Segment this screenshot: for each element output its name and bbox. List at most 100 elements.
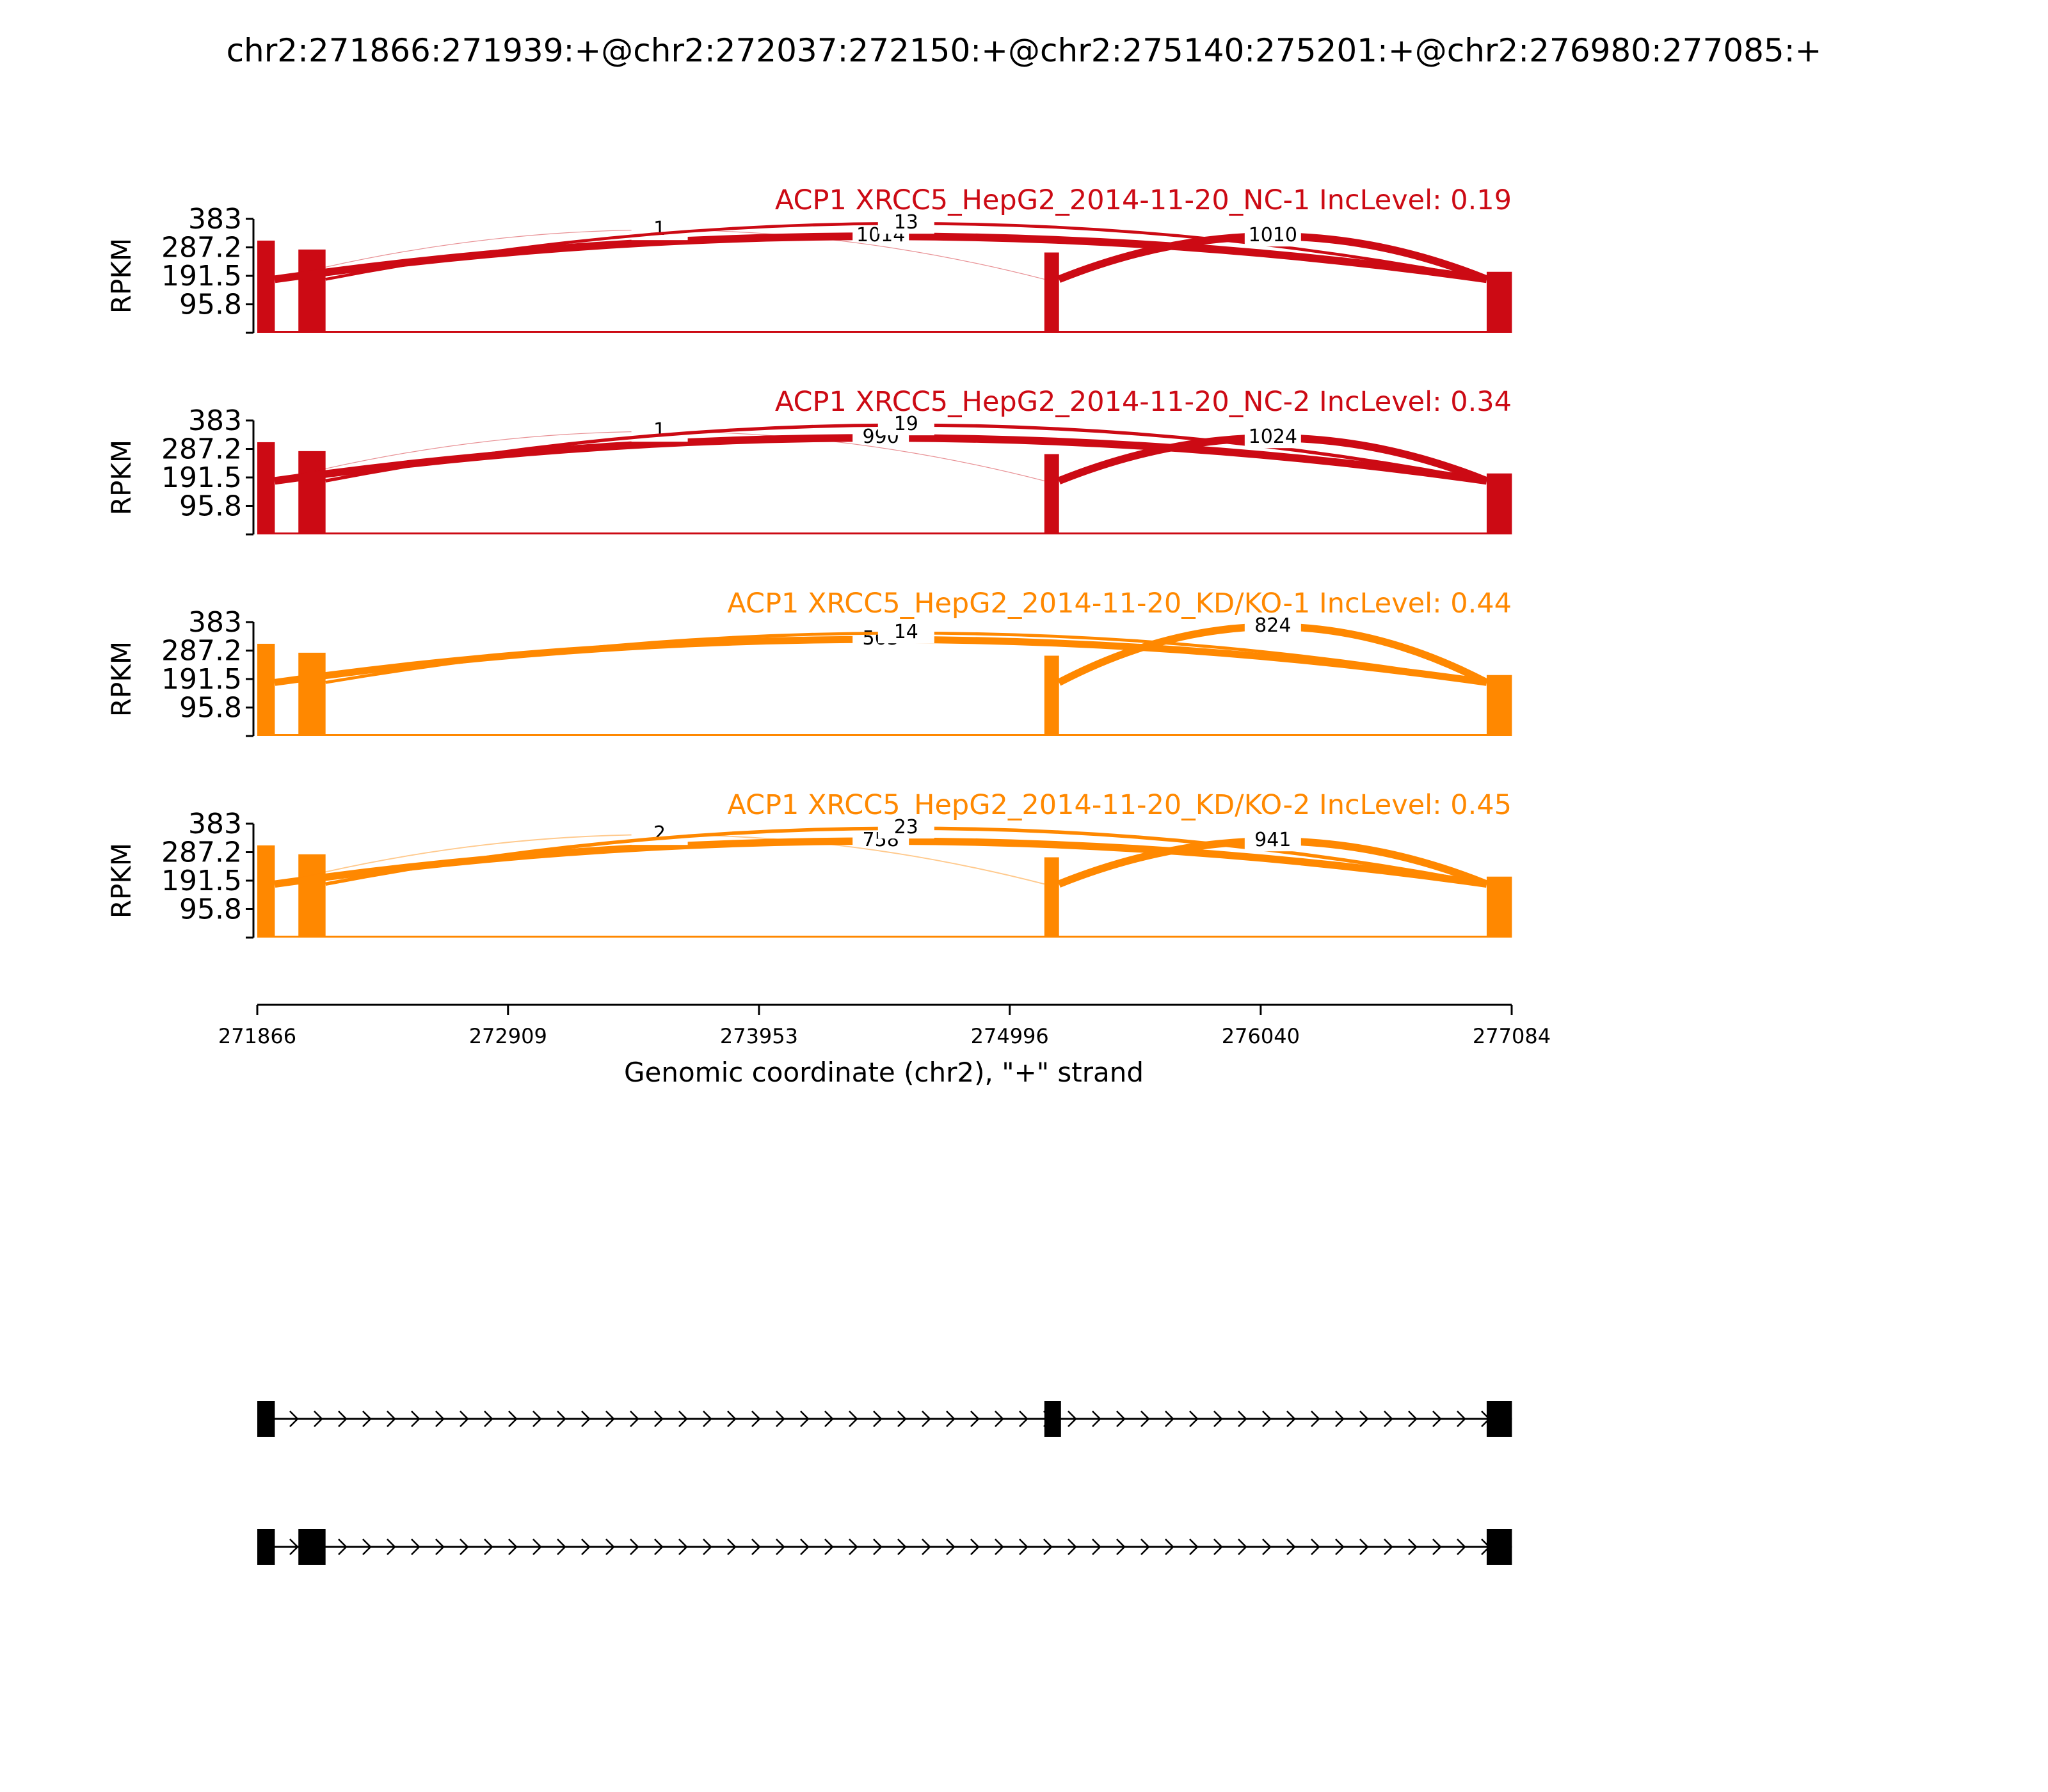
strand-arrow-icon bbox=[605, 1411, 615, 1427]
strand-arrow-icon bbox=[849, 1411, 858, 1427]
strand-arrow-icon bbox=[1359, 1411, 1369, 1427]
strand-arrow-icon bbox=[460, 1411, 469, 1427]
strand-arrow-icon bbox=[1092, 1539, 1101, 1555]
isoform-model bbox=[257, 1529, 1512, 1565]
y-tick-label: 383 bbox=[188, 606, 242, 639]
strand-arrow-icon bbox=[1068, 1411, 1077, 1427]
y-tick-label: 95.8 bbox=[179, 893, 242, 925]
strand-arrow-icon bbox=[897, 1411, 907, 1427]
coverage-exon-bar bbox=[1486, 271, 1512, 333]
junction-count-label: 23 bbox=[894, 816, 918, 838]
junction-count-label: 1010 bbox=[1249, 224, 1297, 246]
strand-arrow-icon bbox=[411, 1539, 420, 1555]
coverage-exon-bar bbox=[257, 442, 275, 534]
coverage-exon-bar bbox=[298, 249, 326, 333]
y-axis-label: RPKM bbox=[106, 843, 137, 918]
y-tick-label: 383 bbox=[188, 203, 242, 236]
strand-arrow-icon bbox=[460, 1539, 469, 1555]
strand-arrow-icon bbox=[289, 1411, 299, 1427]
coverage-exon-bar bbox=[257, 240, 275, 333]
strand-arrow-icon bbox=[995, 1539, 1004, 1555]
strand-arrow-icon bbox=[800, 1411, 810, 1427]
strand-arrow-icon bbox=[824, 1411, 834, 1427]
junction-count-label: 19 bbox=[894, 413, 918, 435]
coverage-exon-bar bbox=[298, 451, 326, 534]
y-tick-label: 287.2 bbox=[161, 433, 242, 466]
strand-arrow-icon bbox=[946, 1411, 956, 1427]
strand-arrow-icon bbox=[873, 1411, 883, 1427]
isoform-model bbox=[257, 1401, 1512, 1437]
x-axis: Genomic coordinate (chr2), "+" strand 27… bbox=[218, 1004, 1551, 1088]
coverage-exon-bar bbox=[1486, 675, 1512, 736]
junction-count-label: 14 bbox=[894, 621, 918, 643]
strand-arrow-icon bbox=[1092, 1411, 1101, 1427]
coverage-baseline bbox=[257, 936, 1512, 938]
strand-arrow-icon bbox=[1165, 1539, 1174, 1555]
y-tick-label: 95.8 bbox=[179, 691, 242, 724]
strand-arrow-icon bbox=[1457, 1539, 1466, 1555]
strand-arrow-icon bbox=[776, 1539, 785, 1555]
strand-arrow-icon bbox=[508, 1539, 518, 1555]
coverage-exon-bar bbox=[1044, 252, 1059, 333]
strand-arrow-icon bbox=[1311, 1539, 1320, 1555]
strand-arrow-icon bbox=[435, 1411, 445, 1427]
coverage-exon-bar bbox=[298, 652, 326, 736]
strand-arrow-icon bbox=[1286, 1411, 1296, 1427]
exon-block bbox=[1486, 1529, 1512, 1565]
strand-arrow-icon bbox=[970, 1539, 980, 1555]
y-tick-label: 287.2 bbox=[161, 232, 242, 264]
strand-arrow-icon bbox=[289, 1539, 299, 1555]
x-tick-label: 274996 bbox=[971, 1024, 1049, 1048]
strand-arrow-icon bbox=[751, 1539, 761, 1555]
coverage-exon-bar bbox=[1044, 655, 1059, 736]
coverage-baseline bbox=[257, 331, 1512, 333]
strand-arrow-icon bbox=[946, 1539, 956, 1555]
coverage-exon-bar bbox=[1044, 857, 1059, 938]
strand-arrow-icon bbox=[630, 1539, 639, 1555]
strand-arrow-icon bbox=[1019, 1411, 1028, 1427]
y-axis-label: RPKM bbox=[106, 238, 137, 314]
strand-arrow-icon bbox=[1213, 1411, 1223, 1427]
y-tick-label: 191.5 bbox=[161, 461, 242, 494]
strand-arrow-icon bbox=[484, 1539, 493, 1555]
strand-arrow-icon bbox=[995, 1411, 1004, 1427]
junction-count-label: 1 bbox=[653, 218, 666, 240]
strand-arrow-icon bbox=[411, 1411, 420, 1427]
strand-arrow-icon bbox=[1408, 1539, 1418, 1555]
junction-label-bg bbox=[1244, 828, 1301, 852]
strand-arrow-icon bbox=[703, 1411, 712, 1427]
coverage-exon-bar bbox=[1486, 876, 1512, 938]
strand-arrow-icon bbox=[557, 1539, 566, 1555]
junction-label-bg bbox=[1244, 223, 1301, 247]
exon-block bbox=[257, 1529, 275, 1565]
coverage-exon-bar bbox=[1044, 454, 1059, 534]
strand-arrow-icon bbox=[678, 1411, 688, 1427]
strand-arrow-icon bbox=[1165, 1411, 1174, 1427]
strand-arrow-icon bbox=[387, 1539, 396, 1555]
strand-arrow-icon bbox=[338, 1411, 348, 1427]
coverage-exon-bar bbox=[298, 854, 326, 938]
strand-arrow-icon bbox=[1262, 1411, 1272, 1427]
junction-count-label: 1024 bbox=[1249, 426, 1297, 448]
strand-arrow-icon bbox=[362, 1539, 372, 1555]
strand-arrow-icon bbox=[1432, 1539, 1442, 1555]
strand-arrow-icon bbox=[1189, 1539, 1199, 1555]
strand-arrow-icon bbox=[1408, 1411, 1418, 1427]
strand-arrow-icon bbox=[1384, 1411, 1393, 1427]
y-tick-label: 191.5 bbox=[161, 865, 242, 897]
strand-arrow-icon bbox=[1213, 1539, 1223, 1555]
strand-arrow-icon bbox=[484, 1411, 493, 1427]
isoform-track bbox=[257, 1401, 1512, 1565]
strand-arrow-icon bbox=[1262, 1539, 1272, 1555]
x-axis-label: Genomic coordinate (chr2), "+" strand bbox=[624, 1057, 1144, 1088]
strand-arrow-icon bbox=[1019, 1539, 1028, 1555]
strand-arrow-icon bbox=[849, 1539, 858, 1555]
y-tick-label: 95.8 bbox=[179, 490, 242, 522]
strand-arrow-icon bbox=[532, 1411, 542, 1427]
strand-arrow-icon bbox=[1457, 1411, 1466, 1427]
